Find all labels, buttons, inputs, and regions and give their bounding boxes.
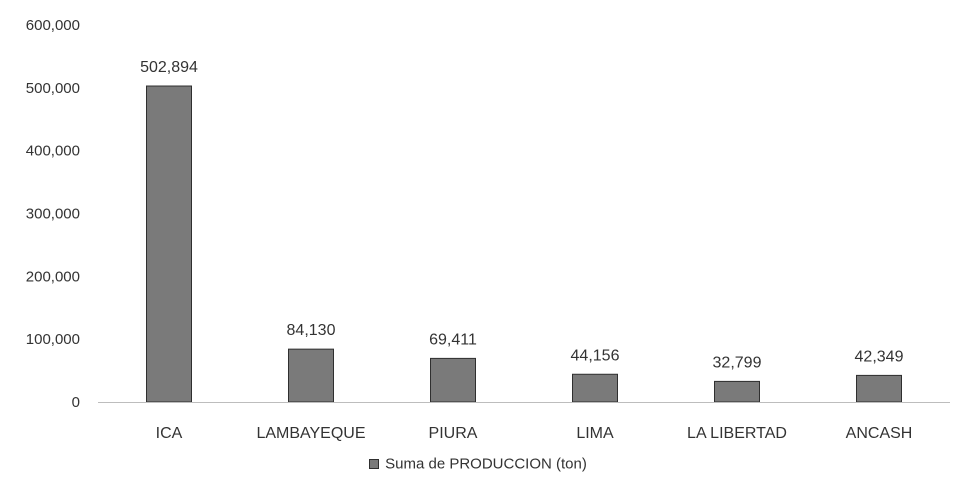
bar-lambayeque	[288, 348, 334, 403]
bar-la-libertad	[714, 380, 760, 403]
y-tick-label: 400,000	[26, 143, 80, 160]
data-label: 32,799	[713, 354, 762, 371]
x-tick-label: ANCASH	[846, 425, 913, 442]
bar-piura	[430, 357, 476, 403]
y-tick-label: 100,000	[26, 331, 80, 348]
x-axis: ICA LAMBAYEQUE PIURA LIMA LA LIBERTAD ANCASH	[156, 425, 913, 442]
bar-ancash	[856, 374, 902, 403]
y-tick-label: 300,000	[26, 206, 80, 223]
y-tick-label: 200,000	[26, 268, 80, 285]
legend-swatch	[369, 459, 380, 470]
y-tick-label: 600,000	[26, 17, 80, 34]
x-tick-label: ICA	[156, 425, 183, 442]
y-tick-label: 0	[72, 394, 80, 411]
bars	[146, 85, 902, 403]
x-tick-label: LA LIBERTAD	[687, 425, 787, 442]
data-label: 69,411	[429, 331, 477, 348]
y-axis: 0 100,000 200,000 300,000 400,000 500,000 600,…	[26, 17, 80, 411]
data-label: 502,894	[140, 59, 198, 76]
bar-lima	[572, 373, 618, 403]
x-tick-label: LAMBAYEQUE	[256, 425, 365, 442]
legend-label: Suma de PRODUCCION (ton)	[385, 455, 587, 473]
data-label: 44,156	[571, 347, 620, 364]
legend: Suma de PRODUCCION (ton)	[0, 455, 956, 473]
x-tick-label: LIMA	[576, 425, 614, 442]
bar-ica	[146, 85, 192, 403]
data-labels: 502,894 84,130 69,411 44,156 32,799 42,349	[140, 59, 903, 371]
data-label: 42,349	[855, 348, 904, 365]
y-tick-label: 500,000	[26, 80, 80, 97]
x-tick-label: PIURA	[429, 425, 478, 442]
data-label: 84,130	[287, 322, 336, 339]
